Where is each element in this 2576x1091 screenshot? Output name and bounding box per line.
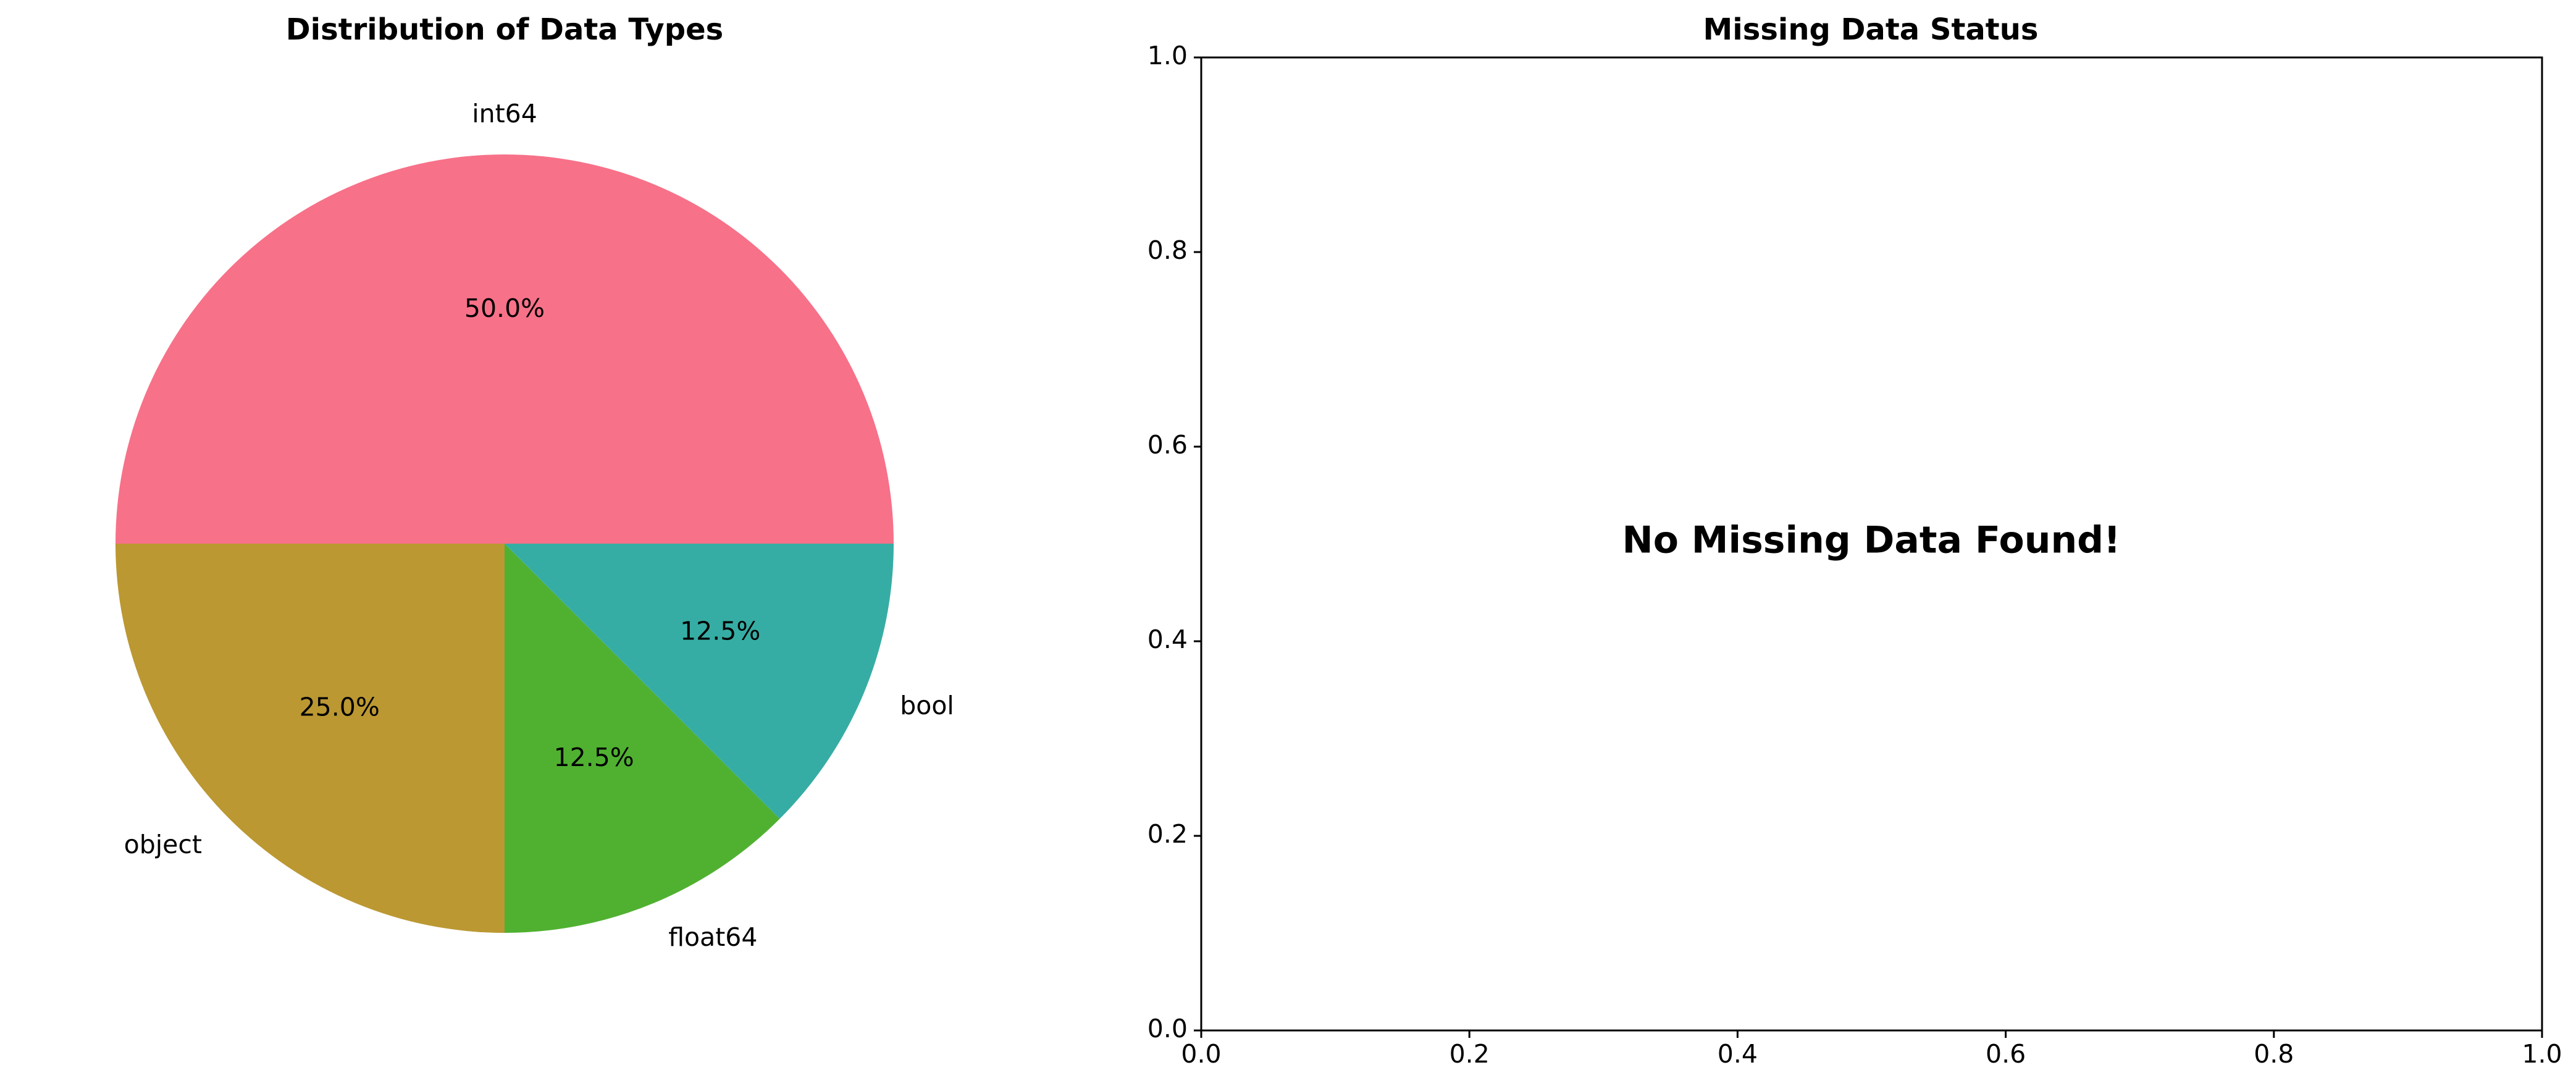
y-tick-label: 0.0	[1147, 1014, 1188, 1043]
x-tick-label: 0.4	[1718, 1039, 1758, 1069]
pie-slice-object	[115, 544, 505, 933]
x-tick-label: 1.0	[2522, 1039, 2562, 1069]
no-missing-data-annotation: No Missing Data Found!	[1622, 519, 2120, 562]
plot-frame	[1200, 56, 2543, 1032]
x-tick-label: 0.0	[1181, 1039, 1221, 1069]
pie-percent-bool: 12.5%	[680, 617, 760, 646]
y-axis: 0.0 0.2 0.4 0.6 0.8 1.0	[1147, 41, 1201, 1043]
pie-label-float64: float64	[668, 922, 757, 952]
x-axis: 0.0 0.2 0.4 0.6 0.8 1.0	[1181, 1030, 2562, 1069]
y-tick-label: 0.8	[1147, 235, 1188, 265]
missing-data-panel: Missing Data Status 0.0 0.2 0.4 0.6 0.8 1.0 0…	[1147, 12, 2562, 1069]
x-tick-label: 0.2	[1450, 1039, 1490, 1069]
x-tick-label: 0.8	[2254, 1039, 2294, 1069]
pie-percent-int64: 50.0%	[464, 293, 545, 323]
pie-slice-int64	[115, 154, 894, 544]
pie-label-int64: int64	[472, 99, 537, 128]
pie-label-object: object	[124, 830, 202, 859]
pie-percent-float64: 12.5%	[554, 743, 634, 772]
y-tick-label: 1.0	[1147, 41, 1188, 70]
pie-chart-title: Distribution of Data Types	[286, 12, 723, 47]
pie-labels: int64 50.0% object 25.0% float64 12.5% bool 12.…	[124, 99, 954, 952]
x-tick-label: 0.6	[1986, 1039, 2026, 1069]
y-tick-label: 0.6	[1147, 430, 1188, 460]
pie-label-bool: bool	[900, 691, 954, 720]
pie-slices	[115, 154, 894, 933]
pie-percent-object: 25.0%	[300, 692, 380, 722]
y-tick-label: 0.4	[1147, 625, 1188, 654]
missing-data-title: Missing Data Status	[1703, 12, 2039, 47]
pie-chart-panel: Distribution of Data Types int64 50.0% obj…	[115, 12, 954, 952]
pie-slice-bool	[505, 544, 894, 819]
y-tick-label: 0.2	[1147, 819, 1188, 849]
pie-slice-float64	[505, 544, 780, 933]
